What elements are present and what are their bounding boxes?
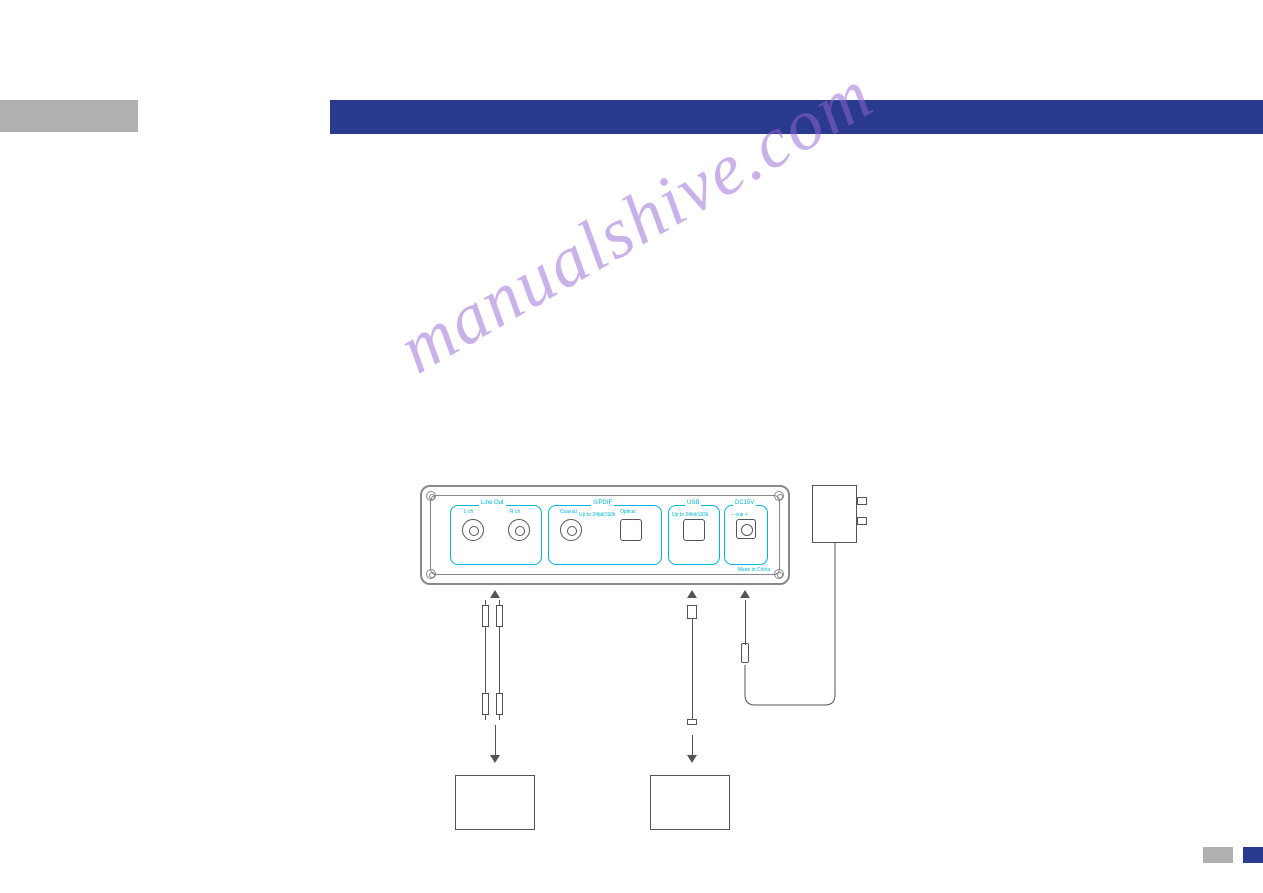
optical-label: Optical [620,509,636,515]
dc-title: DC15V [733,500,756,506]
arrow-up-icon [687,590,697,598]
screw-icon [426,569,436,579]
coaxial-jack [560,519,582,541]
left-channel-label: L ch [464,509,473,515]
right-channel-label: R ch [510,509,520,515]
lineout-title: Line Out [479,500,506,506]
arrow-down-icon [490,755,500,763]
computer-box [650,775,730,830]
screw-icon [426,491,436,501]
power-adapter-icon [812,485,857,543]
connector-line [495,725,496,755]
rca-cable [482,605,504,715]
usb-jack [683,519,705,541]
power-cord [740,540,860,710]
footer-bar-grey [1203,847,1233,863]
usb-a-plug-icon [687,719,697,725]
dc-polarity: – ⊖⊕ + [731,512,748,518]
dc-jack [736,519,756,539]
connection-diagram: Line Out L ch R ch S/PDIF Up to 24bit/19… [420,485,870,835]
plug-prong-icon [857,497,867,505]
optical-jack [620,519,642,541]
usb-subtitle: Up to 24bit/192k [672,512,708,518]
header-bar-blue [330,100,1263,134]
screw-icon [774,491,784,501]
coaxial-label: Coaxial [560,509,577,515]
rca-plug-icon [496,693,503,715]
header-bar-grey [0,100,138,132]
rca-plug-icon [482,605,489,627]
arrow-up-icon [490,590,500,598]
usb-title: USB [685,500,701,506]
spdif-subtitle: Up to 24bit/192k [579,512,615,518]
plug-prong-icon [857,517,867,525]
spdif-title: S/PDIF [591,500,614,506]
amplifier-box [455,775,535,830]
cable-line [692,619,693,719]
cable-line [485,627,486,693]
usb-b-plug-icon [687,605,697,619]
rca-jack-right [508,519,530,541]
cable-line [499,627,500,693]
rca-jack-left [462,519,484,541]
rca-plug-icon [482,693,489,715]
connector-line [692,735,693,755]
arrow-down-icon [687,755,697,763]
rca-plug-icon [496,605,503,627]
usb-cable [682,605,702,735]
footer-bar-blue [1243,847,1263,863]
device-back-panel: Line Out L ch R ch S/PDIF Up to 24bit/19… [420,485,790,585]
